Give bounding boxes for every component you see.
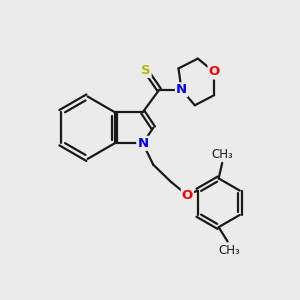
Text: O: O [182, 189, 193, 202]
Text: CH₃: CH₃ [211, 148, 233, 160]
Text: S: S [141, 64, 151, 77]
Text: O: O [208, 65, 220, 79]
Text: N: N [137, 137, 148, 150]
Text: CH₃: CH₃ [218, 244, 240, 257]
Text: N: N [176, 83, 187, 96]
